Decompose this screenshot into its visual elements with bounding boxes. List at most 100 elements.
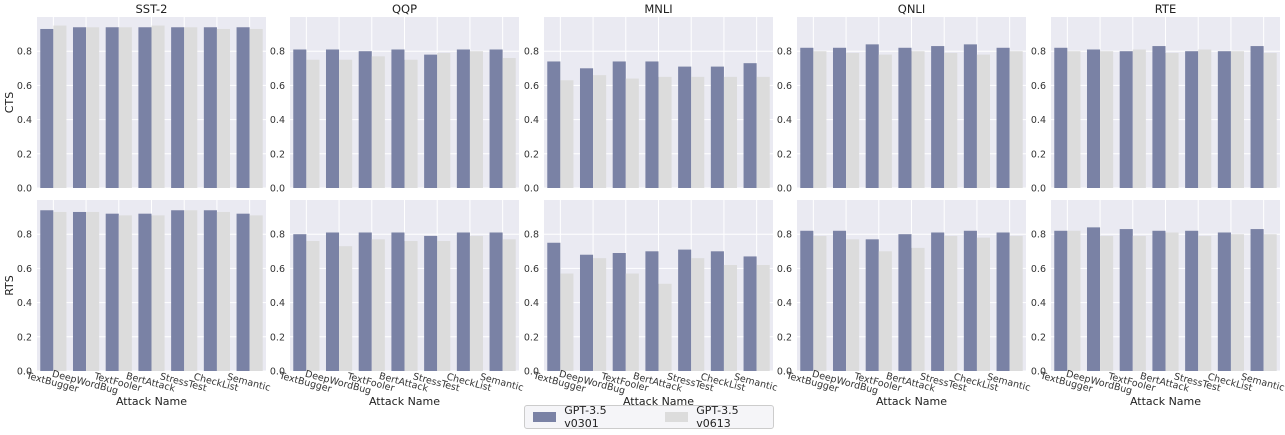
ytick-label-cts-sst2: 0.8	[17, 47, 32, 58]
bar-rts-qqp-v0613-deepwordbug	[339, 246, 353, 371]
bar-rts-rte-v0613-checklist	[1230, 234, 1245, 371]
bar-rts-rte-v0301-textfooler	[1119, 229, 1133, 371]
bar-cts-mnli-v0613-deepwordbug	[593, 75, 607, 188]
ytick-label-rts-qqp: 0.4	[270, 298, 285, 309]
legend-swatch-v0301	[533, 412, 557, 422]
bar-cts-rte-v0301-bertattack	[1152, 46, 1166, 188]
ytick-label-rts-sst2: 0.8	[17, 230, 32, 241]
ytick-label-rts-mnli: 0.0	[524, 367, 539, 378]
bar-cts-rte-v0613-bertattack	[1165, 52, 1179, 188]
bar-rts-rte-v0301-semantic	[1250, 229, 1264, 371]
bar-cts-rte-v0301-semantic	[1250, 46, 1264, 188]
ytick-label-cts-sst2: 0.2	[17, 149, 32, 160]
ytick-label-rts-sst2: 0.0	[17, 367, 32, 378]
bar-cts-qnli-v0613-textbugger	[813, 51, 827, 189]
bar-rts-mnli-v0301-textfooler	[612, 253, 626, 371]
bar-rts-mnli-v0301-bertattack	[645, 251, 659, 371]
ytick-label-cts-qqp: 0.2	[270, 149, 285, 160]
xaxis-label-rts-qqp: Attack Name	[369, 395, 440, 405]
bar-rts-qqp-v0301-bertattack	[391, 232, 405, 371]
bar-rts-qqp-v0301-textbugger	[293, 234, 307, 371]
bar-rts-sst2-v0301-semantic	[236, 213, 250, 371]
bar-cts-sst2-v0301-textbugger	[40, 28, 54, 188]
bar-rts-sst2-v0301-bertattack	[138, 213, 152, 371]
ytick-label-rts-qqp: 0.6	[270, 264, 285, 275]
bar-cts-qnli-v0301-textfooler	[865, 44, 879, 188]
bar-cts-sst2-v0301-textfooler	[105, 27, 119, 189]
ytick-label-cts-sst2: 0.6	[17, 81, 32, 92]
bar-rts-sst2-v0613-bertattack	[151, 215, 165, 371]
panel-title-qnli: QNLI	[898, 2, 925, 16]
bar-cts-qnli-v0301-textbugger	[800, 47, 814, 188]
xaxis-label-rts-sst2: Attack Name	[116, 395, 187, 405]
ytick-label-rts-qnli: 0.4	[777, 298, 792, 309]
ytick-label-cts-mnli: 0.2	[524, 149, 539, 160]
bar-rts-sst2-v0613-textfooler	[118, 215, 132, 371]
bar-cts-sst2-v0301-semantic	[236, 27, 250, 189]
bar-cts-qnli-v0301-checklist	[963, 44, 977, 188]
bar-rts-sst2-v0301-deepwordbug	[72, 211, 87, 371]
bar-cts-rte-v0613-textfooler	[1132, 49, 1146, 188]
ytick-label-cts-rte: 0.0	[1031, 184, 1046, 195]
ytick-label-cts-rte: 0.6	[1031, 81, 1046, 92]
bar-cts-sst2-v0301-stresstest	[171, 27, 185, 189]
bar-cts-mnli-v0613-textbugger	[560, 80, 574, 188]
bar-cts-qqp-v0613-textbugger	[306, 59, 320, 188]
bar-cts-sst2-v0613-textfooler	[118, 27, 132, 189]
bar-rts-qqp-v0301-textfooler	[358, 232, 372, 371]
ytick-label-cts-qqp: 0.4	[270, 115, 285, 126]
bar-cts-qqp-v0301-checklist	[456, 49, 470, 188]
bar-rts-rte-v0613-deepwordbug	[1100, 235, 1114, 371]
bar-rts-qnli-v0613-semantic	[1009, 235, 1023, 371]
ytick-label-rts-rte: 0.4	[1031, 298, 1046, 309]
ytick-label-rts-sst2: 0.2	[17, 332, 32, 343]
bar-rts-qnli-v0301-deepwordbug	[832, 230, 847, 371]
bar-rts-qnli-v0301-textbugger	[800, 230, 814, 371]
bar-cts-qnli-v0613-checklist	[976, 54, 991, 189]
legend-swatch-v0613	[665, 412, 689, 422]
bar-cts-rte-v0613-checklist	[1230, 51, 1245, 189]
bar-cts-qnli-v0613-deepwordbug	[846, 52, 860, 188]
ytick-label-cts-mnli: 0.8	[524, 47, 539, 58]
ytick-label-cts-qnli: 0.0	[777, 184, 792, 195]
ytick-label-rts-sst2: 0.6	[17, 264, 32, 275]
ytick-label-rts-rte: 0.8	[1031, 230, 1046, 241]
ytick-label-cts-rte: 0.4	[1031, 115, 1046, 126]
ytick-label-cts-mnli: 0.6	[524, 81, 539, 92]
bar-cts-mnli-v0613-textfooler	[625, 78, 639, 188]
bar-cts-mnli-v0301-stresstest	[678, 66, 692, 188]
bar-rts-qqp-v0613-textbugger	[306, 241, 320, 371]
bar-cts-mnli-v0301-checklist	[710, 66, 724, 188]
bar-rts-sst2-v0301-stresstest	[171, 210, 185, 371]
ytick-label-cts-qnli: 0.2	[777, 149, 792, 160]
ytick-label-rts-sst2: 0.4	[17, 298, 32, 309]
bar-rts-qqp-v0301-checklist	[456, 232, 470, 371]
bar-cts-mnli-v0613-bertattack	[658, 76, 672, 188]
panel-title-mnli: MNLI	[644, 2, 672, 16]
bar-rts-sst2-v0613-checklist	[216, 211, 231, 371]
bar-cts-sst2-v0613-textbugger	[53, 25, 67, 188]
bar-cts-qnli-v0613-bertattack	[911, 51, 925, 189]
bar-cts-qqp-v0301-deepwordbug	[325, 49, 340, 188]
bar-cts-qqp-v0301-stresstest	[424, 54, 438, 189]
bar-rts-qqp-v0301-deepwordbug	[325, 232, 340, 371]
bar-cts-rte-v0301-textfooler	[1119, 51, 1133, 189]
bar-cts-rte-v0301-checklist	[1217, 51, 1231, 189]
bar-cts-mnli-v0301-bertattack	[645, 61, 659, 188]
bar-cts-rte-v0613-semantic	[1263, 52, 1277, 188]
bar-rts-qqp-v0613-semantic	[502, 239, 516, 371]
bar-cts-qnli-v0301-stresstest	[931, 46, 945, 188]
bar-rts-qnli-v0301-stresstest	[931, 232, 945, 371]
ytick-label-rts-qnli: 0.0	[777, 367, 792, 378]
bar-cts-sst2-v0613-checklist	[216, 28, 231, 188]
bar-rts-qnli-v0613-checklist	[976, 237, 991, 371]
bar-rts-qnli-v0613-textbugger	[813, 235, 827, 371]
bar-cts-sst2-v0613-deepwordbug	[86, 27, 100, 189]
row-label-rts: RTS	[3, 275, 16, 296]
bar-cts-rte-v0301-stresstest	[1185, 51, 1199, 189]
bar-rts-sst2-v0613-textbugger	[53, 211, 67, 371]
legend: GPT-3.5 v0301 GPT-3.5 v0613	[524, 404, 774, 430]
bar-rts-qnli-v0301-textfooler	[865, 239, 879, 371]
chart: 0.0 0.2 0.4 0.6 0.8 SST-2 0.0 0.2 0.4 0.6 0.8 QQP 0.…	[3, 2, 1285, 405]
bar-rts-qnli-v0301-checklist	[963, 230, 977, 371]
